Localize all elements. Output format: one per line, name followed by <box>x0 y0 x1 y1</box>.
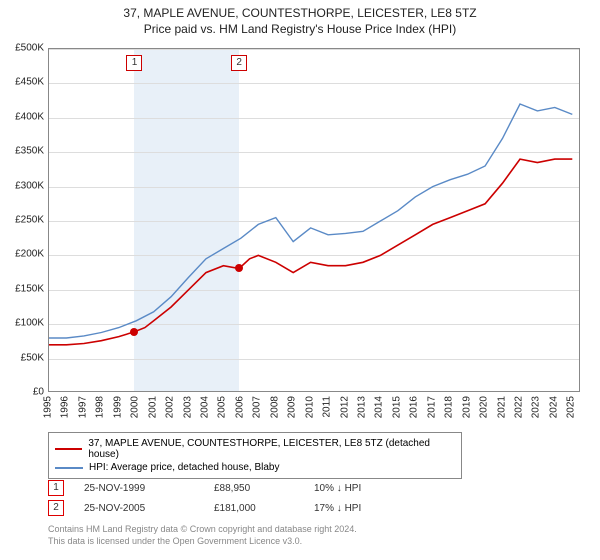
line-layer <box>49 49 581 393</box>
plot: 12 <box>48 48 580 392</box>
x-axis-label: 2007 <box>252 396 263 418</box>
sale-marker-1: 1 <box>126 55 142 71</box>
footer-line-2: This data is licensed under the Open Gov… <box>48 536 357 548</box>
x-axis-label: 2020 <box>479 396 490 418</box>
x-axis-label: 2014 <box>374 396 385 418</box>
x-axis-label: 2000 <box>130 396 141 418</box>
y-axis-label: £500K <box>15 43 44 54</box>
sale-row-marker: 2 <box>48 500 64 516</box>
legend-swatch-1 <box>55 448 82 450</box>
x-axis-label: 2008 <box>269 396 280 418</box>
sales-table: 1 25-NOV-1999 £88,950 10% ↓ HPI 2 25-NOV-2005… <box>48 478 424 518</box>
sale-date: 25-NOV-1999 <box>84 483 194 494</box>
legend-swatch-2 <box>55 467 83 469</box>
x-axis-label: 2010 <box>304 396 315 418</box>
x-axis-label: 1998 <box>95 396 106 418</box>
y-axis-label: £450K <box>15 77 44 88</box>
sale-date: 25-NOV-2005 <box>84 503 194 514</box>
x-axis-label: 1997 <box>77 396 88 418</box>
legend-label-1: 37, MAPLE AVENUE, COUNTESTHORPE, LEICEST… <box>88 438 455 460</box>
y-axis-label: £150K <box>15 283 44 294</box>
x-axis-label: 2022 <box>513 396 524 418</box>
titles: 37, MAPLE AVENUE, COUNTESTHORPE, LEICEST… <box>0 0 600 36</box>
footer-line-1: Contains HM Land Registry data © Crown c… <box>48 524 357 536</box>
legend-label-2: HPI: Average price, detached house, Blab… <box>89 462 280 473</box>
y-axis-label: £400K <box>15 111 44 122</box>
sale-price: £181,000 <box>214 503 294 514</box>
x-axis-label: 2018 <box>444 396 455 418</box>
sale-price: £88,950 <box>214 483 294 494</box>
x-axis-label: 1995 <box>43 396 54 418</box>
x-axis-label: 2016 <box>409 396 420 418</box>
x-axis-label: 2019 <box>461 396 472 418</box>
series-property <box>49 159 572 345</box>
title-subtitle: Price paid vs. HM Land Registry's House … <box>0 22 600 36</box>
x-axis-label: 1999 <box>112 396 123 418</box>
x-axis-label: 2006 <box>234 396 245 418</box>
x-axis-label: 2017 <box>426 396 437 418</box>
sale-marker-2: 2 <box>231 55 247 71</box>
x-axis-label: 2002 <box>165 396 176 418</box>
sale-vs-hpi: 17% ↓ HPI <box>314 503 424 514</box>
x-axis-label: 2024 <box>548 396 559 418</box>
series-hpi <box>49 104 572 338</box>
x-axis-label: 2015 <box>391 396 402 418</box>
title-address: 37, MAPLE AVENUE, COUNTESTHORPE, LEICEST… <box>0 6 600 20</box>
legend: 37, MAPLE AVENUE, COUNTESTHORPE, LEICEST… <box>48 432 462 479</box>
x-axis-label: 2004 <box>199 396 210 418</box>
x-axis-label: 2025 <box>566 396 577 418</box>
x-axis-label: 2021 <box>496 396 507 418</box>
y-axis-label: £200K <box>15 249 44 260</box>
sale-row: 1 25-NOV-1999 £88,950 10% ↓ HPI <box>48 478 424 498</box>
x-axis-label: 2003 <box>182 396 193 418</box>
legend-row-1: 37, MAPLE AVENUE, COUNTESTHORPE, LEICEST… <box>55 437 455 461</box>
footer-note: Contains HM Land Registry data © Crown c… <box>48 524 357 547</box>
x-axis-label: 2001 <box>147 396 158 418</box>
legend-row-2: HPI: Average price, detached house, Blab… <box>55 461 455 474</box>
x-axis-label: 1996 <box>60 396 71 418</box>
y-axis-label: £300K <box>15 180 44 191</box>
sale-row-marker: 1 <box>48 480 64 496</box>
x-axis-label: 2005 <box>217 396 228 418</box>
chart-container: 37, MAPLE AVENUE, COUNTESTHORPE, LEICEST… <box>0 0 600 560</box>
chart-area: 12 £0£50K£100K£150K£200K£250K£300K£350K£… <box>48 48 580 392</box>
x-axis-label: 2023 <box>531 396 542 418</box>
y-axis-label: £50K <box>21 352 44 363</box>
sale-row: 2 25-NOV-2005 £181,000 17% ↓ HPI <box>48 498 424 518</box>
x-axis-label: 2013 <box>356 396 367 418</box>
y-axis-label: £250K <box>15 215 44 226</box>
sale-vs-hpi: 10% ↓ HPI <box>314 483 424 494</box>
x-axis-label: 2012 <box>339 396 350 418</box>
x-axis-label: 2009 <box>287 396 298 418</box>
x-axis-label: 2011 <box>322 396 333 418</box>
y-axis-label: £100K <box>15 318 44 329</box>
sale-dot-2 <box>235 264 243 272</box>
y-axis-label: £350K <box>15 146 44 157</box>
sale-dot-1 <box>130 328 138 336</box>
